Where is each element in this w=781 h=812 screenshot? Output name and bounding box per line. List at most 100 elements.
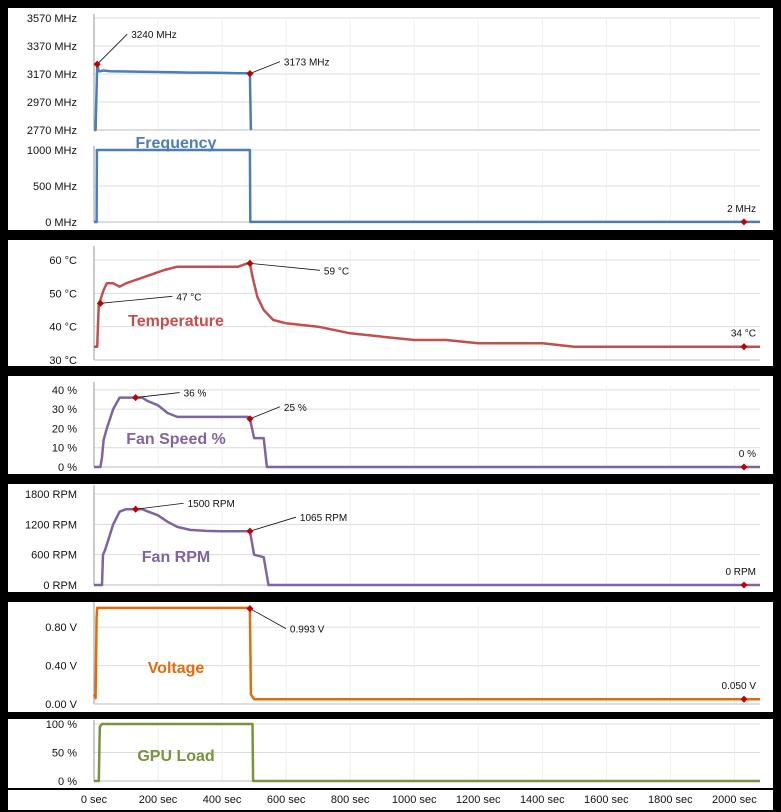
x-tick-label: 200 sec <box>139 794 178 806</box>
series-line-fan <box>94 396 760 469</box>
y-tick-label: 60 °C <box>49 255 77 267</box>
y-tick-label: 1200 RPM <box>25 519 77 531</box>
data-label: 1500 RPM <box>188 499 235 510</box>
y-tick-label: 0 RPM <box>43 580 77 592</box>
x-axis-band <box>8 790 773 810</box>
annotation-leader <box>249 516 297 532</box>
series-line-volt <box>92 606 760 701</box>
data-label: 0 % <box>739 449 756 460</box>
y-tick-label: 600 RPM <box>31 550 77 562</box>
panel-title: Fan Speed % <box>126 431 226 448</box>
y-tick-label: 30 °C <box>49 355 77 367</box>
y-tick-label: 0 % <box>58 776 77 788</box>
data-marker <box>246 527 254 535</box>
data-marker <box>93 60 101 68</box>
y-tick-label: 10 % <box>52 443 77 455</box>
annotation-leader <box>96 33 128 65</box>
y-tick-label: 500 MHz <box>33 181 77 193</box>
x-tick-label: 1600 sec <box>584 794 629 806</box>
data-label: 0.993 V <box>290 625 325 636</box>
annotation-leader <box>249 406 281 420</box>
volt-panel-background <box>8 602 773 712</box>
x-tick-label: 1000 sec <box>392 794 437 806</box>
data-label: 59 °C <box>324 266 349 277</box>
annotation-leader <box>249 61 281 74</box>
y-tick-label: 2970 MHz <box>27 97 77 109</box>
data-marker <box>740 463 748 471</box>
x-tick-label: 1400 sec <box>520 794 565 806</box>
panel-title: Frequency <box>136 135 217 152</box>
data-marker <box>740 343 748 351</box>
data-marker <box>246 415 254 423</box>
y-tick-label: 3170 MHz <box>27 69 77 81</box>
y-tick-label: 0.80 V <box>45 622 77 634</box>
data-label: 0.050 V <box>722 681 757 692</box>
annotation-leader <box>135 502 184 510</box>
data-label: 25 % <box>284 403 307 414</box>
panel-fan: 40 % 30 % 20 % 10 % 0 % Fan Speed % 36 % 25 % 0 … <box>52 382 760 474</box>
y-tick-label: 40 °C <box>49 322 77 334</box>
data-label: 34 °C <box>731 329 756 340</box>
data-label: 47 °C <box>176 292 201 303</box>
data-label: 0 RPM <box>725 567 756 578</box>
data-label: 36 % <box>184 389 207 400</box>
data-marker <box>740 581 748 589</box>
rpm-panel-background <box>8 484 773 592</box>
annotation-leader <box>249 608 287 629</box>
x-tick-label: 800 sec <box>331 794 370 806</box>
series-line-rpm <box>94 507 760 587</box>
panel-title: GPU Load <box>137 748 214 765</box>
x-tick-label: 1200 sec <box>456 794 501 806</box>
y-tick-label: 0 MHz <box>45 217 77 229</box>
load-panel-background <box>8 719 773 788</box>
series-line-freq-top <box>94 62 253 132</box>
series-line-freq-bottom <box>94 148 760 224</box>
panel-title: Fan RPM <box>142 549 210 566</box>
x-axis: 0 sec 200 sec 400 sec 600 sec 800 sec 1000 se… <box>81 794 757 806</box>
x-tick-label: 400 sec <box>203 794 242 806</box>
x-tick-label: 600 sec <box>267 794 306 806</box>
panel-volt: 0.80 V 0.40 V 0.00 V Voltage 0.993 V 0.050 V <box>45 602 760 711</box>
panel-temp: 60 °C 50 °C 40 °C 30 °C Temperature 47 °C 59 °… <box>49 246 760 367</box>
y-tick-label: 0.40 V <box>45 661 77 673</box>
temp-panel-background <box>8 240 773 366</box>
data-label: 3173 MHz <box>284 58 330 69</box>
annotation-leader <box>135 392 180 398</box>
series-line-load <box>94 722 760 783</box>
series-line-temp <box>94 262 760 348</box>
data-label: 2 MHz <box>727 204 756 215</box>
x-tick-label: 1800 sec <box>648 794 693 806</box>
y-tick-label: 20 % <box>52 423 77 435</box>
y-tick-label: 50 °C <box>49 288 77 300</box>
panel-load: 100 % 50 % 0 % GPU Load <box>46 719 760 788</box>
fan-panel-background <box>8 376 773 474</box>
y-tick-label: 30 % <box>52 404 77 416</box>
panel-freq-top: 3570 MHz 3370 MHz 3170 MHz 2970 MHz 2770 MHz… <box>27 13 760 137</box>
y-tick-label: 50 % <box>52 748 77 760</box>
y-tick-label: 3570 MHz <box>27 13 77 25</box>
y-tick-label: 100 % <box>46 719 77 731</box>
data-marker <box>132 394 140 402</box>
y-tick-label: 3370 MHz <box>27 41 77 53</box>
y-tick-label: 0 % <box>58 462 77 474</box>
data-marker <box>246 70 254 78</box>
data-label: 1065 RPM <box>300 513 347 524</box>
panel-rpm: 1800 RPM 1200 RPM 600 RPM 0 RPM Fan RPM 1500 … <box>25 485 760 592</box>
data-marker <box>96 299 104 307</box>
data-label: 3240 MHz <box>131 30 177 41</box>
panel-freq-bottom: 1000 MHz 500 MHz 0 MHz Frequency 2 MHz <box>27 135 760 229</box>
y-tick-label: 0.00 V <box>45 699 77 711</box>
data-marker <box>740 218 748 226</box>
y-tick-label: 40 % <box>52 385 77 397</box>
annotation-leader <box>249 262 320 271</box>
x-tick-label: 0 sec <box>81 794 108 806</box>
y-tick-label: 2770 MHz <box>27 125 77 137</box>
y-tick-label: 1800 RPM <box>25 489 77 501</box>
x-tick-label: 2000 sec <box>712 794 757 806</box>
data-marker <box>132 505 140 513</box>
data-marker <box>246 605 254 613</box>
freq-panel-background <box>8 8 773 230</box>
annotation-leader <box>100 295 173 304</box>
panel-title: Voltage <box>148 660 205 677</box>
